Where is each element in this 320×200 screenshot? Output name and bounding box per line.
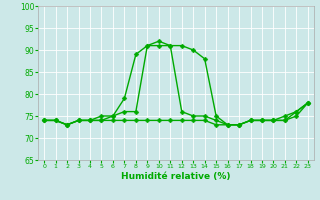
X-axis label: Humidité relative (%): Humidité relative (%) xyxy=(121,172,231,181)
